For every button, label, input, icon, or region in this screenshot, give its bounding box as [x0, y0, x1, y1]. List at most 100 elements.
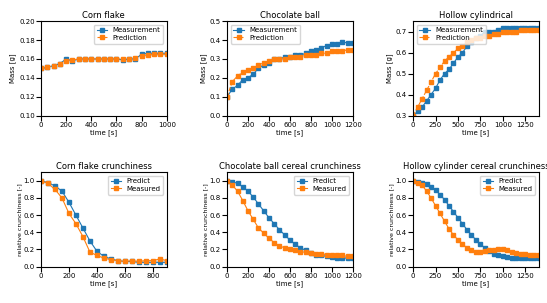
Measured — [136, 260, 142, 263]
Prediction — [302, 53, 309, 57]
Predict — [437, 193, 443, 196]
Line: Predict: Predict — [411, 179, 540, 260]
Prediction — [63, 59, 69, 63]
Measurement — [126, 57, 132, 61]
Measured — [114, 259, 121, 262]
Y-axis label: Mass [g]: Mass [g] — [200, 54, 207, 83]
Measured — [432, 204, 439, 208]
Measured — [287, 248, 293, 251]
Measurement — [271, 57, 277, 61]
Predict — [260, 209, 267, 213]
Predict — [149, 261, 156, 264]
Predict — [536, 256, 542, 260]
Measured — [423, 189, 430, 193]
Measured — [441, 219, 448, 223]
Measurement — [297, 53, 304, 57]
Predict — [517, 256, 524, 260]
Measured — [344, 255, 351, 258]
Measured — [318, 252, 324, 256]
Measured — [419, 183, 426, 187]
Prediction — [323, 52, 330, 55]
Predict — [495, 254, 502, 257]
Prediction — [138, 54, 145, 58]
Measured — [86, 250, 93, 254]
Prediction — [144, 53, 151, 57]
Predict — [313, 253, 319, 256]
Prediction — [468, 38, 475, 42]
Prediction — [292, 55, 299, 59]
Measurement — [459, 51, 465, 55]
Prediction — [240, 70, 246, 74]
Prediction — [446, 55, 452, 59]
Title: Chocolate ball cereal crunchiness: Chocolate ball cereal crunchiness — [219, 162, 361, 171]
Measurement — [414, 110, 421, 113]
Line: Prediction: Prediction — [225, 48, 354, 98]
Measurement — [455, 55, 461, 59]
Predict — [334, 256, 340, 260]
Prediction — [344, 48, 351, 51]
Prediction — [441, 59, 448, 63]
Prediction — [509, 30, 515, 34]
Measured — [464, 246, 470, 250]
Predict — [297, 246, 304, 250]
Line: Predict: Predict — [225, 179, 354, 260]
Predict — [428, 185, 434, 189]
Measured — [59, 196, 65, 200]
Title: Hollow cylinder cereal crunchiness: Hollow cylinder cereal crunchiness — [403, 162, 547, 171]
Measured — [536, 253, 542, 256]
Prediction — [531, 28, 538, 32]
Predict — [307, 251, 314, 255]
Predict — [255, 202, 262, 206]
Measurement — [344, 41, 351, 45]
Predict — [344, 256, 351, 260]
Measured — [531, 253, 538, 256]
Prediction — [473, 36, 479, 40]
Prediction — [44, 66, 50, 69]
Predict — [513, 256, 520, 260]
Prediction — [164, 52, 170, 56]
Prediction — [157, 52, 164, 56]
Measured — [313, 252, 319, 256]
Predict — [250, 195, 257, 199]
Predict — [329, 255, 335, 259]
Prediction — [281, 57, 288, 61]
Prediction — [482, 34, 488, 38]
X-axis label: time [s]: time [s] — [462, 280, 490, 287]
Prediction — [527, 28, 533, 32]
Measured — [164, 259, 170, 262]
Prediction — [276, 57, 283, 61]
Measured — [522, 252, 528, 256]
Predict — [410, 179, 416, 183]
Y-axis label: relative crunchiness [-]: relative crunchiness [-] — [203, 183, 208, 256]
Measured — [302, 250, 309, 254]
Predict — [482, 246, 488, 250]
Measured — [260, 231, 267, 235]
Prediction — [266, 59, 272, 63]
Predict — [499, 255, 506, 258]
Measured — [450, 233, 457, 237]
Measured — [527, 253, 533, 256]
Measurement — [276, 57, 283, 61]
Legend: Predict, Measured: Predict, Measured — [294, 176, 350, 195]
Predict — [323, 255, 330, 258]
Predict — [339, 256, 346, 260]
Predict — [38, 179, 44, 183]
Measured — [297, 250, 304, 254]
Prediction — [69, 58, 75, 62]
Predict — [450, 210, 457, 214]
Measurement — [517, 26, 524, 29]
Measured — [482, 249, 488, 253]
Predict — [80, 226, 86, 230]
Prediction — [432, 72, 439, 75]
Predict — [245, 189, 251, 193]
Predict — [486, 249, 493, 253]
Measurement — [509, 26, 515, 29]
Measurement — [287, 55, 293, 59]
Measurement — [164, 52, 170, 55]
Measurement — [334, 42, 340, 46]
Measured — [307, 251, 314, 255]
Measurement — [428, 93, 434, 96]
Measured — [495, 248, 502, 251]
Measurement — [464, 45, 470, 48]
Prediction — [313, 53, 319, 57]
